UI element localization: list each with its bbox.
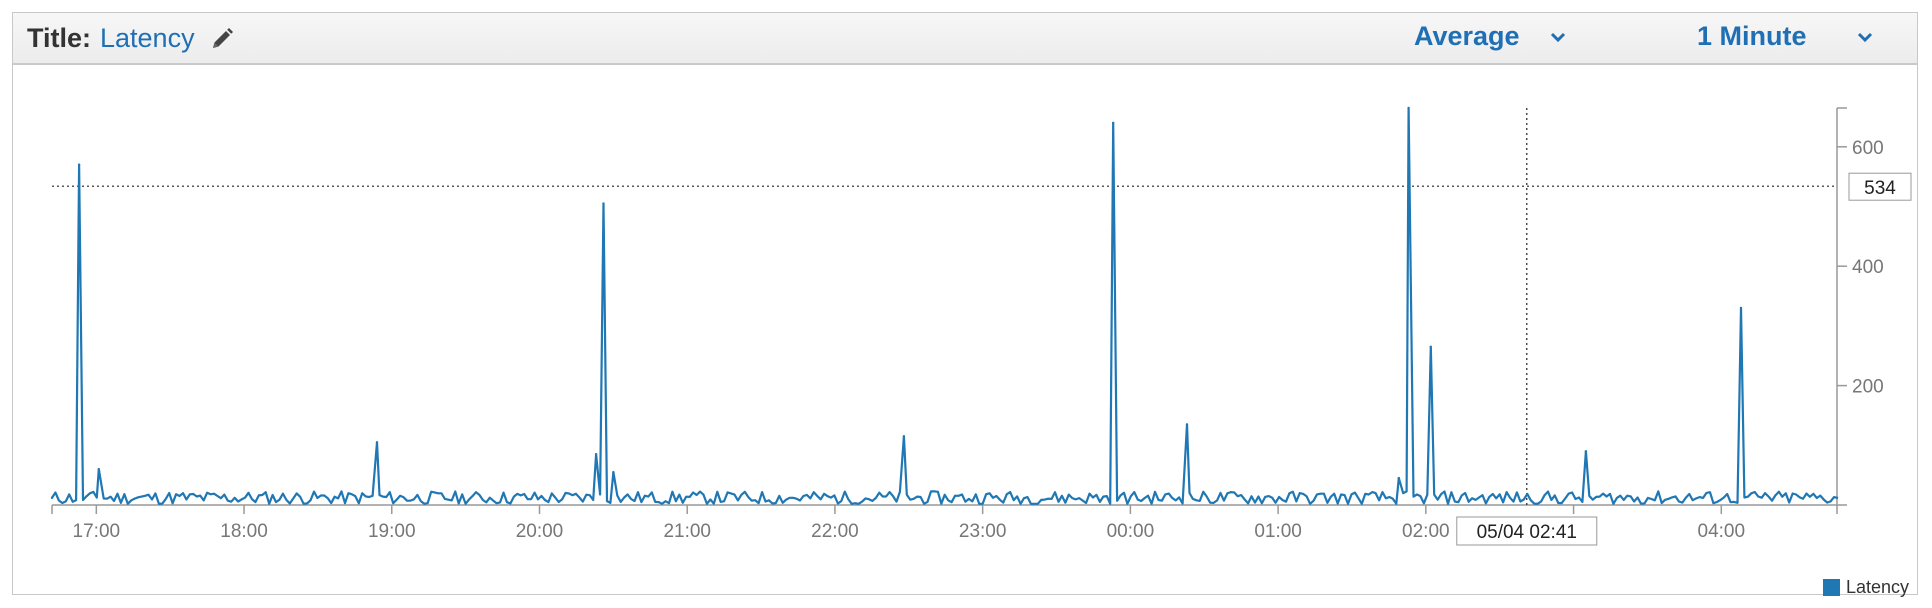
data-point [1397,476,1400,480]
crosshair-x-label-box [1456,516,1598,546]
data-point [77,163,81,166]
x-tick-label: 17:00 [73,521,121,542]
statistic-dropdown[interactable]: Average [1414,21,1566,52]
data-point [1185,423,1189,426]
data-point [1111,121,1115,125]
data-point [50,496,54,500]
data-point [612,470,615,474]
period-dropdown[interactable]: 1 Minute [1697,21,1873,52]
x-tick-label: 20:00 [516,521,564,542]
pencil-icon[interactable] [210,27,234,51]
crosshair-x-label: 05/04 02:41 [1477,522,1577,543]
x-tick-label: 00:00 [1107,521,1155,542]
data-point [902,435,906,438]
chevron-down-icon [1857,32,1873,43]
x-tick-label: 23:00 [959,521,1007,542]
title-label: Title: [27,23,92,53]
data-point [1835,496,1839,500]
x-tick-label: 19:00 [368,521,416,542]
period-label: 1 Minute [1697,21,1807,51]
statistic-label: Average [1414,21,1520,51]
chart-header: Title: Latency Average 1 Minute [13,13,1917,65]
data-point [97,467,100,471]
data-point [375,441,379,444]
chevron-down-icon [1550,32,1566,43]
title-value[interactable]: Latency [100,23,195,53]
legend-swatch [1823,579,1840,596]
y-tick-label: 600 [1852,138,1884,159]
x-tick-label: 22:00 [811,521,859,542]
x-tick-label: 04:00 [1698,521,1746,542]
y-tick-label: 400 [1852,257,1884,278]
x-tick-label: 02:00 [1402,521,1450,542]
data-point [594,453,598,456]
y-tick-label: 200 [1852,377,1884,398]
crosshair-y-label: 534 [1864,178,1896,199]
latency-series-line [51,106,1838,505]
data-point [1429,345,1432,348]
data-point [1407,106,1410,110]
crosshair-y-label-box [1848,172,1912,201]
chart-panel: Title: Latency Average 1 Minute 17:00 18:… [12,12,1919,597]
data-point [602,202,605,205]
x-tick-label: 18:00 [220,521,268,542]
data-point [1739,306,1743,310]
legend-label: Latency [1846,577,1910,597]
x-tick-label: 01:00 [1254,521,1302,542]
data-point [1584,450,1588,453]
latency-chart[interactable]: 17:00 18:00 19:00 20:00 21:00 22:00 23:00 00:00… [13,13,1919,596]
x-tick-label: 21:00 [663,521,711,542]
